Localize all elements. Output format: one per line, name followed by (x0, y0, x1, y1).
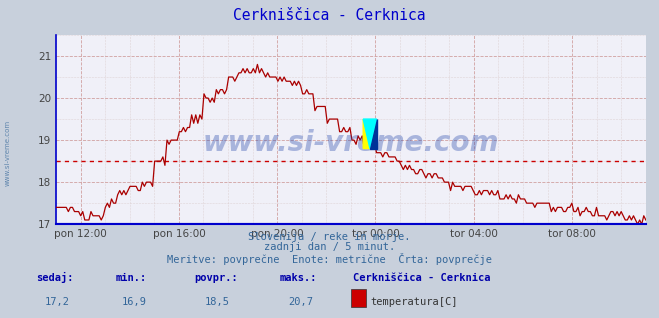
Text: Cerkniščica - Cerknica: Cerkniščica - Cerknica (353, 273, 490, 283)
Text: 20,7: 20,7 (289, 297, 314, 307)
Text: Slovenija / reke in morje.: Slovenija / reke in morje. (248, 232, 411, 241)
Text: 16,9: 16,9 (122, 297, 147, 307)
Polygon shape (370, 119, 377, 149)
Polygon shape (363, 119, 377, 149)
Text: min.:: min.: (115, 273, 146, 283)
Text: povpr.:: povpr.: (194, 273, 238, 283)
Text: www.si-vreme.com: www.si-vreme.com (203, 129, 499, 157)
Text: 18,5: 18,5 (204, 297, 229, 307)
Text: zadnji dan / 5 minut.: zadnji dan / 5 minut. (264, 242, 395, 252)
Text: temperatura[C]: temperatura[C] (370, 297, 458, 307)
Text: Cerkniščica - Cerknica: Cerkniščica - Cerknica (233, 8, 426, 23)
Text: 17,2: 17,2 (45, 297, 70, 307)
Text: sedaj:: sedaj: (36, 273, 74, 283)
Text: www.si-vreme.com: www.si-vreme.com (5, 120, 11, 186)
Text: Meritve: povprečne  Enote: metrične  Črta: povprečje: Meritve: povprečne Enote: metrične Črta:… (167, 253, 492, 265)
Polygon shape (363, 119, 370, 149)
Text: maks.:: maks.: (280, 273, 318, 283)
